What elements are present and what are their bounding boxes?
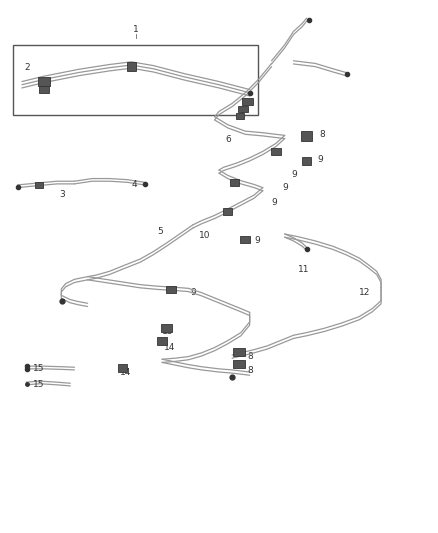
- Bar: [161, 324, 172, 332]
- Bar: [238, 106, 248, 112]
- Bar: [223, 207, 232, 214]
- Bar: [233, 359, 245, 368]
- Text: 15: 15: [33, 381, 44, 389]
- Bar: [127, 62, 136, 71]
- Text: 9: 9: [272, 198, 277, 207]
- Text: 11: 11: [298, 265, 309, 273]
- Text: 14: 14: [120, 368, 132, 376]
- Text: 10: 10: [199, 231, 211, 240]
- Text: 1: 1: [133, 25, 139, 34]
- Text: 14: 14: [164, 343, 176, 352]
- Bar: [35, 182, 43, 188]
- Text: 5: 5: [158, 228, 163, 236]
- Bar: [302, 157, 311, 165]
- Bar: [38, 77, 50, 86]
- Bar: [240, 236, 250, 243]
- Text: 9: 9: [283, 183, 288, 192]
- Bar: [230, 179, 239, 186]
- Bar: [271, 148, 281, 156]
- Bar: [13, 45, 258, 115]
- Text: 6: 6: [226, 135, 231, 144]
- Text: 7: 7: [239, 110, 244, 119]
- Bar: [166, 286, 176, 293]
- Text: 8: 8: [247, 366, 253, 375]
- Bar: [157, 337, 167, 345]
- Text: 9: 9: [191, 288, 196, 296]
- Text: 12: 12: [359, 288, 371, 296]
- Bar: [118, 364, 127, 372]
- Bar: [301, 131, 312, 141]
- Text: 15: 15: [33, 365, 44, 373]
- Text: 4: 4: [131, 181, 137, 189]
- Bar: [242, 98, 253, 105]
- Bar: [233, 348, 245, 356]
- Text: 13: 13: [162, 327, 173, 336]
- Bar: [39, 86, 49, 93]
- Text: 2: 2: [24, 63, 30, 72]
- Bar: [236, 113, 244, 119]
- Text: 8: 8: [247, 352, 253, 360]
- Text: 3: 3: [59, 190, 65, 199]
- Text: 9: 9: [254, 237, 260, 245]
- Text: 9: 9: [291, 171, 297, 179]
- Text: 8: 8: [320, 130, 325, 139]
- Text: 9: 9: [318, 156, 323, 164]
